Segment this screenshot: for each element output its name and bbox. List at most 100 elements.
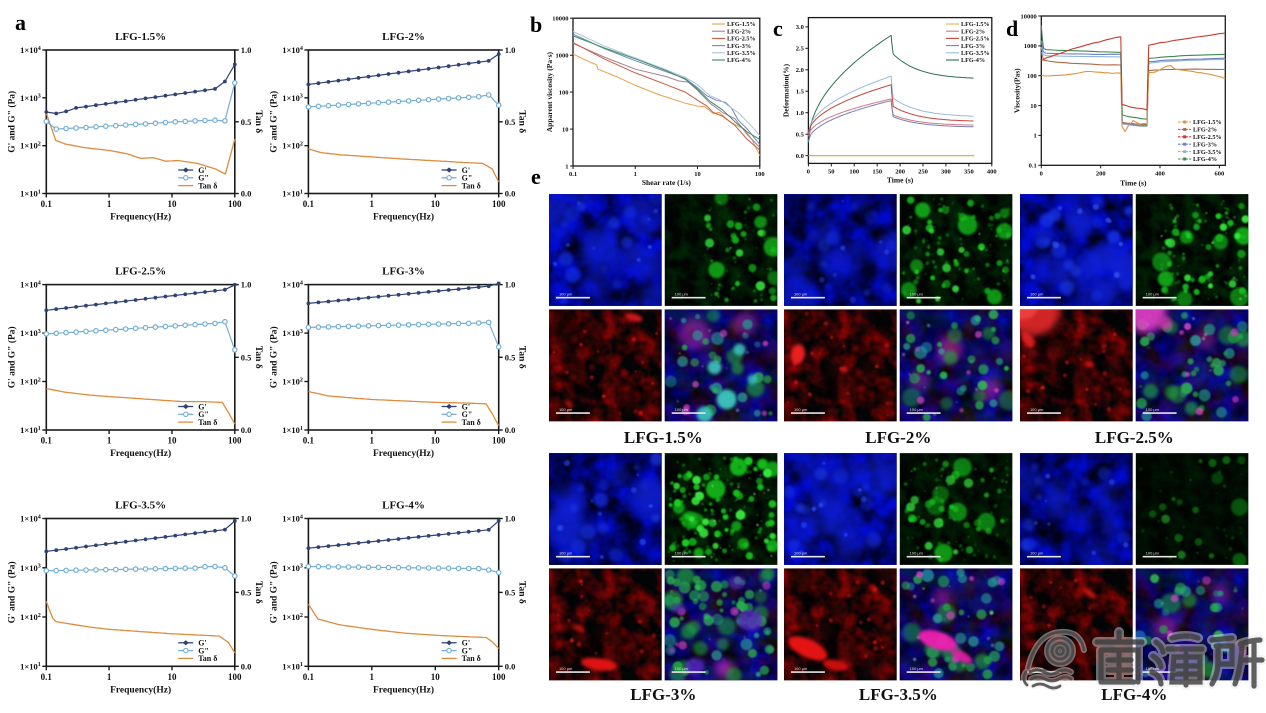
svg-text:100 μm: 100 μm [559, 666, 573, 671]
svg-text:LFG-2%: LFG-2% [961, 28, 985, 35]
svg-text:1.0: 1.0 [796, 110, 804, 117]
svg-text:LFG-1.5%: LFG-1.5% [624, 428, 703, 447]
svg-text:0.1: 0.1 [303, 672, 315, 682]
svg-text:400: 400 [1155, 170, 1165, 177]
svg-text:Time (s): Time (s) [887, 175, 914, 184]
svg-text:100 μm: 100 μm [559, 291, 573, 296]
svg-text:LFG-4%: LFG-4% [1101, 685, 1167, 704]
svg-text:1: 1 [1034, 133, 1037, 140]
svg-text:10: 10 [168, 436, 178, 446]
svg-text:Tan δ: Tan δ [198, 418, 217, 427]
svg-text:1×103: 1×103 [282, 93, 303, 103]
svg-text:G' and G" (Pa): G' and G" (Pa) [6, 561, 17, 623]
svg-text:G": G" [198, 174, 209, 183]
svg-text:1×102: 1×102 [20, 141, 41, 151]
svg-text:350: 350 [964, 168, 974, 175]
svg-text:Frequency(Hz): Frequency(Hz) [373, 212, 434, 223]
svg-text:1×104: 1×104 [20, 514, 41, 524]
svg-text:10: 10 [431, 672, 441, 682]
svg-text:G": G" [462, 174, 473, 183]
svg-text:0.0: 0.0 [505, 425, 516, 435]
svg-text:Tan δ: Tan δ [462, 418, 481, 427]
svg-text:LFG-4%: LFG-4% [1193, 156, 1217, 163]
svg-text:1×104: 1×104 [282, 514, 303, 524]
svg-text:Tan δ: Tan δ [253, 346, 263, 369]
svg-text:10: 10 [431, 436, 441, 446]
svg-text:Frequency(Hz): Frequency(Hz) [373, 684, 434, 695]
svg-text:G": G" [198, 646, 209, 655]
svg-text:100 μm: 100 μm [910, 291, 924, 296]
svg-text:LFG-2.5%: LFG-2.5% [1095, 428, 1174, 447]
svg-text:100: 100 [492, 672, 506, 682]
svg-text:1×102: 1×102 [20, 612, 41, 622]
svg-text:0.0: 0.0 [796, 153, 804, 160]
svg-text:0.1: 0.1 [303, 199, 315, 209]
svg-text:0.5: 0.5 [796, 132, 805, 139]
svg-text:1: 1 [107, 672, 112, 682]
svg-text:LFG-1.5%: LFG-1.5% [961, 21, 990, 28]
svg-text:1: 1 [107, 199, 112, 209]
svg-text:0.1: 0.1 [1029, 163, 1037, 170]
svg-text:G': G' [198, 639, 206, 648]
svg-text:50: 50 [828, 168, 835, 175]
svg-text:1000: 1000 [1024, 43, 1037, 50]
svg-text:0.0: 0.0 [505, 189, 516, 199]
svg-text:Frequency(Hz): Frequency(Hz) [373, 448, 434, 459]
svg-text:10: 10 [431, 199, 441, 209]
svg-text:10000: 10000 [1021, 13, 1037, 20]
svg-text:1×103: 1×103 [20, 93, 41, 103]
svg-text:1×103: 1×103 [20, 563, 41, 573]
svg-text:LFG-3%: LFG-3% [961, 43, 985, 50]
svg-text:Tan δ: Tan δ [198, 181, 217, 190]
svg-text:LFG-3.5%: LFG-3.5% [961, 50, 990, 57]
svg-text:Frequency(Hz): Frequency(Hz) [110, 212, 171, 223]
svg-text:1: 1 [370, 672, 375, 682]
svg-text:100 μm: 100 μm [910, 666, 924, 671]
svg-text:100 μm: 100 μm [675, 550, 689, 555]
svg-text:1×103: 1×103 [282, 328, 303, 338]
svg-text:100 μm: 100 μm [675, 666, 689, 671]
svg-text:LFG-1.5%: LFG-1.5% [1193, 119, 1222, 126]
svg-text:100: 100 [1027, 73, 1037, 80]
svg-text:Tan δ: Tan δ [198, 654, 217, 663]
svg-text:0.0: 0.0 [241, 425, 252, 435]
svg-text:LFG-2%: LFG-2% [727, 28, 751, 35]
svg-text:0.0: 0.0 [241, 661, 252, 671]
svg-text:LFG-3.5%: LFG-3.5% [859, 685, 938, 704]
svg-text:1×104: 1×104 [282, 45, 303, 55]
svg-text:2.5: 2.5 [796, 46, 805, 53]
svg-text:LFG-2%: LFG-2% [382, 31, 425, 43]
svg-text:G' and G" (Pa): G' and G" (Pa) [268, 91, 279, 153]
svg-text:3.0: 3.0 [796, 24, 804, 31]
svg-text:0.1: 0.1 [41, 199, 53, 209]
svg-text:1: 1 [370, 199, 375, 209]
svg-text:G': G' [198, 166, 206, 175]
svg-text:100 μm: 100 μm [1030, 291, 1044, 296]
svg-text:1.0: 1.0 [241, 45, 252, 55]
svg-text:Tan δ: Tan δ [517, 110, 527, 133]
svg-text:G": G" [462, 646, 473, 655]
svg-text:1×103: 1×103 [282, 563, 303, 573]
svg-text:100: 100 [228, 672, 242, 682]
svg-text:100: 100 [849, 168, 859, 175]
svg-text:100 μm: 100 μm [675, 407, 689, 412]
svg-text:G': G' [462, 402, 470, 411]
svg-text:Shear rate (1/s): Shear rate (1/s) [642, 178, 692, 187]
svg-text:100 μm: 100 μm [1030, 666, 1044, 671]
svg-text:LFG-3.5%: LFG-3.5% [727, 50, 756, 57]
svg-text:400: 400 [987, 168, 997, 175]
svg-text:Tan δ: Tan δ [253, 110, 263, 133]
svg-text:1: 1 [565, 163, 568, 170]
svg-text:10: 10 [168, 199, 178, 209]
svg-text:d: d [1006, 16, 1018, 41]
svg-text:0.5: 0.5 [505, 587, 516, 597]
svg-text:1×104: 1×104 [20, 45, 41, 55]
svg-text:e: e [531, 164, 541, 189]
svg-text:a: a [15, 10, 26, 35]
svg-text:0.0: 0.0 [241, 189, 252, 199]
svg-text:1.0: 1.0 [505, 45, 516, 55]
svg-text:LFG-4%: LFG-4% [961, 57, 985, 64]
svg-text:100 μm: 100 μm [675, 291, 689, 296]
svg-text:LFG-4%: LFG-4% [727, 57, 751, 64]
svg-text:G": G" [198, 410, 209, 419]
